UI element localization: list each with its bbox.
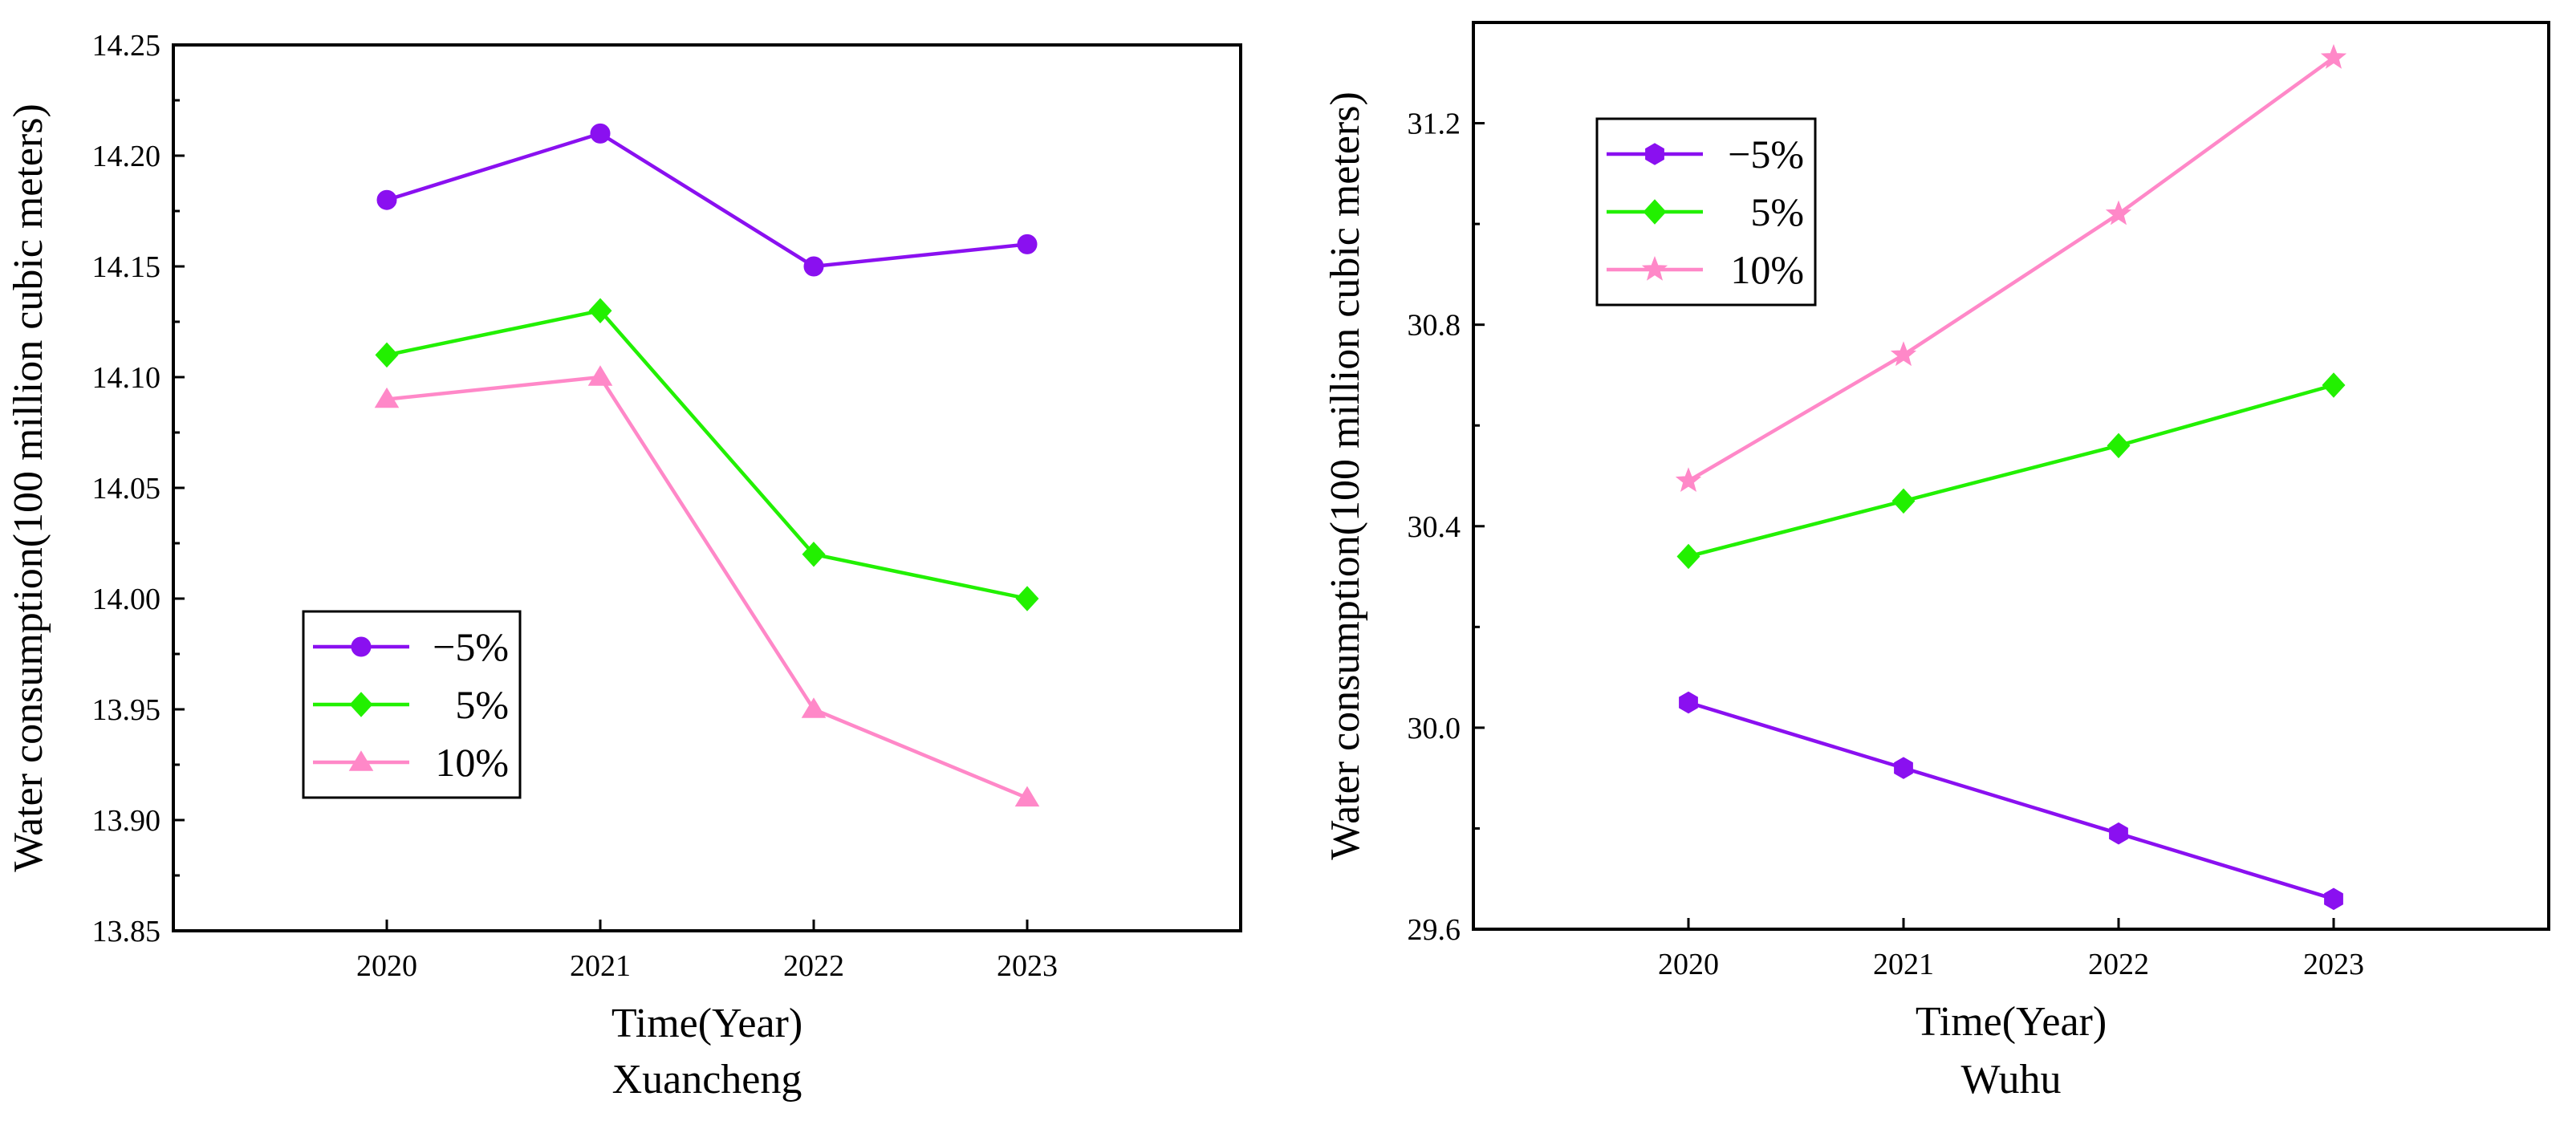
data-point [2105,200,2132,225]
y-tick-label: 14.05 [92,472,161,506]
y-tick-label: 13.90 [92,804,161,838]
data-point [1891,488,1916,514]
series-0 [376,123,1038,277]
series-line [386,375,1028,800]
data-point [1017,234,1038,254]
data-point [2320,43,2347,69]
legend-label: −5% [433,624,509,669]
x-tick-label: 2022 [783,949,844,983]
legend-label: 10% [435,740,509,785]
y-tick-label: 13.95 [92,693,161,727]
series-1 [1676,372,2346,570]
series-line [1688,701,2334,901]
chart-caption: Wuhu [1961,1057,2062,1103]
data-point [1676,543,1700,570]
x-tick-label: 2020 [1658,948,1719,981]
y-tick-label: 14.25 [92,29,161,63]
x-axis-title: Time(Year) [1916,999,2107,1045]
y-tick-label: 31.2 [1408,108,1461,141]
series-line [1687,56,2335,483]
data-point [803,256,824,277]
chart-caption: Xuancheng [612,1057,802,1103]
data-point [1894,757,1913,779]
y-tick-label: 30.8 [1408,309,1461,343]
legend-marker [1643,199,1667,225]
y-tick-label: 14.00 [92,583,161,616]
y-tick-label: 13.85 [92,915,161,948]
legend-marker [349,692,373,717]
x-tick-label: 2021 [1873,948,1934,981]
y-tick-label: 14.20 [92,140,161,173]
data-point [1890,341,1917,367]
series-line [386,308,1028,601]
data-point [376,189,397,210]
series-line [386,131,1028,269]
data-point [2324,887,2343,911]
data-point [374,387,400,408]
series-1 [375,298,1039,611]
data-point [1679,691,1698,714]
y-tick-label: 30.4 [1408,510,1461,544]
y-axis-title: Water consumption(100 million cubic mete… [6,104,51,872]
legend-label: 5% [1750,189,1804,234]
legend-label: 5% [455,682,509,727]
series-2 [1675,43,2347,493]
x-tick-label: 2020 [356,949,417,983]
data-point [588,298,612,323]
data-point [801,697,827,718]
data-point [2322,372,2346,398]
data-point [1015,586,1039,611]
x-tick-label: 2022 [2088,948,2149,981]
y-tick-label: 29.6 [1408,913,1461,947]
x-tick-label: 2023 [2303,948,2364,981]
x-tick-label: 2021 [570,949,631,983]
data-point [2107,433,2131,459]
data-point [2109,822,2128,845]
chart-wuhu: 29.6 30.0 30.4 30.8 31.2 2020 2021 2022 2023 Time… [1323,21,2550,1103]
data-point [802,542,826,567]
series-2 [374,365,1040,807]
data-point [590,123,611,144]
legend-box [302,610,522,799]
legend-label: −5% [1728,132,1804,177]
legend-marker [1645,143,1664,165]
chart-xuancheng: 13.85 13.90 13.95 14.00 14.05 14.10 14.15 14.20… [6,29,1242,1103]
series-line [1688,383,2334,558]
data-point [587,365,613,386]
x-tick-label: 2023 [997,949,1058,983]
legend-marker [1641,255,1668,281]
data-point [1675,467,1702,493]
y-tick-label: 14.15 [92,250,161,284]
legend: −5% 5% 10% [1595,117,1817,307]
y-axis-title: Water consumption(100 million cubic mete… [1323,91,1368,860]
series-0 [1679,691,2343,911]
legend-label: 10% [1730,247,1804,292]
data-point [1014,786,1040,807]
legend-marker [351,636,372,657]
legend: −5% 5% 10% [302,610,522,799]
x-axis-title: Time(Year) [611,1001,802,1046]
data-point [375,342,399,368]
y-tick-label: 30.0 [1408,712,1461,745]
y-tick-label: 14.10 [92,361,161,395]
plot-frame [1472,21,2550,931]
legend-marker [348,750,374,771]
